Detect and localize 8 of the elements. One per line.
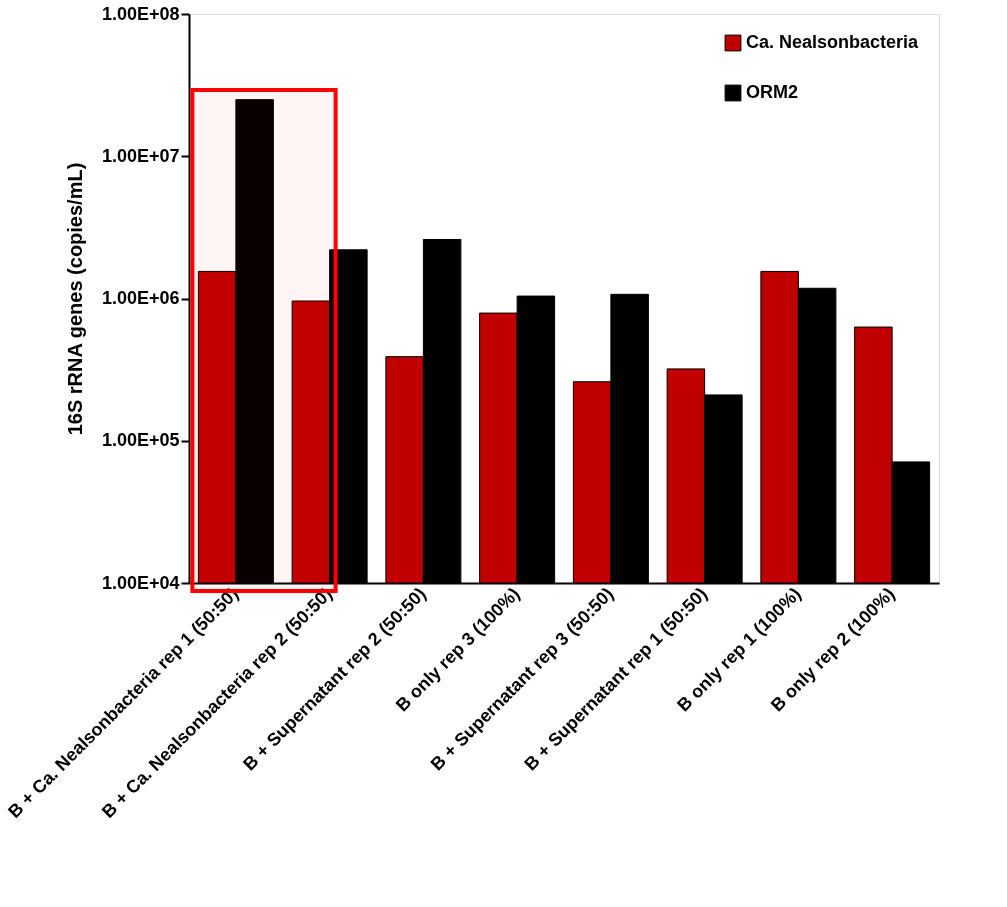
y-tick-label: 1.00E+04 [101,572,180,593]
legend-label: ORM2 [746,82,799,102]
y-tick-label: 1.00E+05 [101,430,180,451]
y-axis-title: 16S rRNA genes (copies/mL) [63,162,86,436]
y-tick-label: 1.00E+08 [101,3,180,24]
legend-label: Ca. Nealsonbacteria [746,32,920,52]
y-tick-label: 1.00E+06 [101,288,180,308]
y-tick-label: 1.00E+07 [101,145,180,166]
